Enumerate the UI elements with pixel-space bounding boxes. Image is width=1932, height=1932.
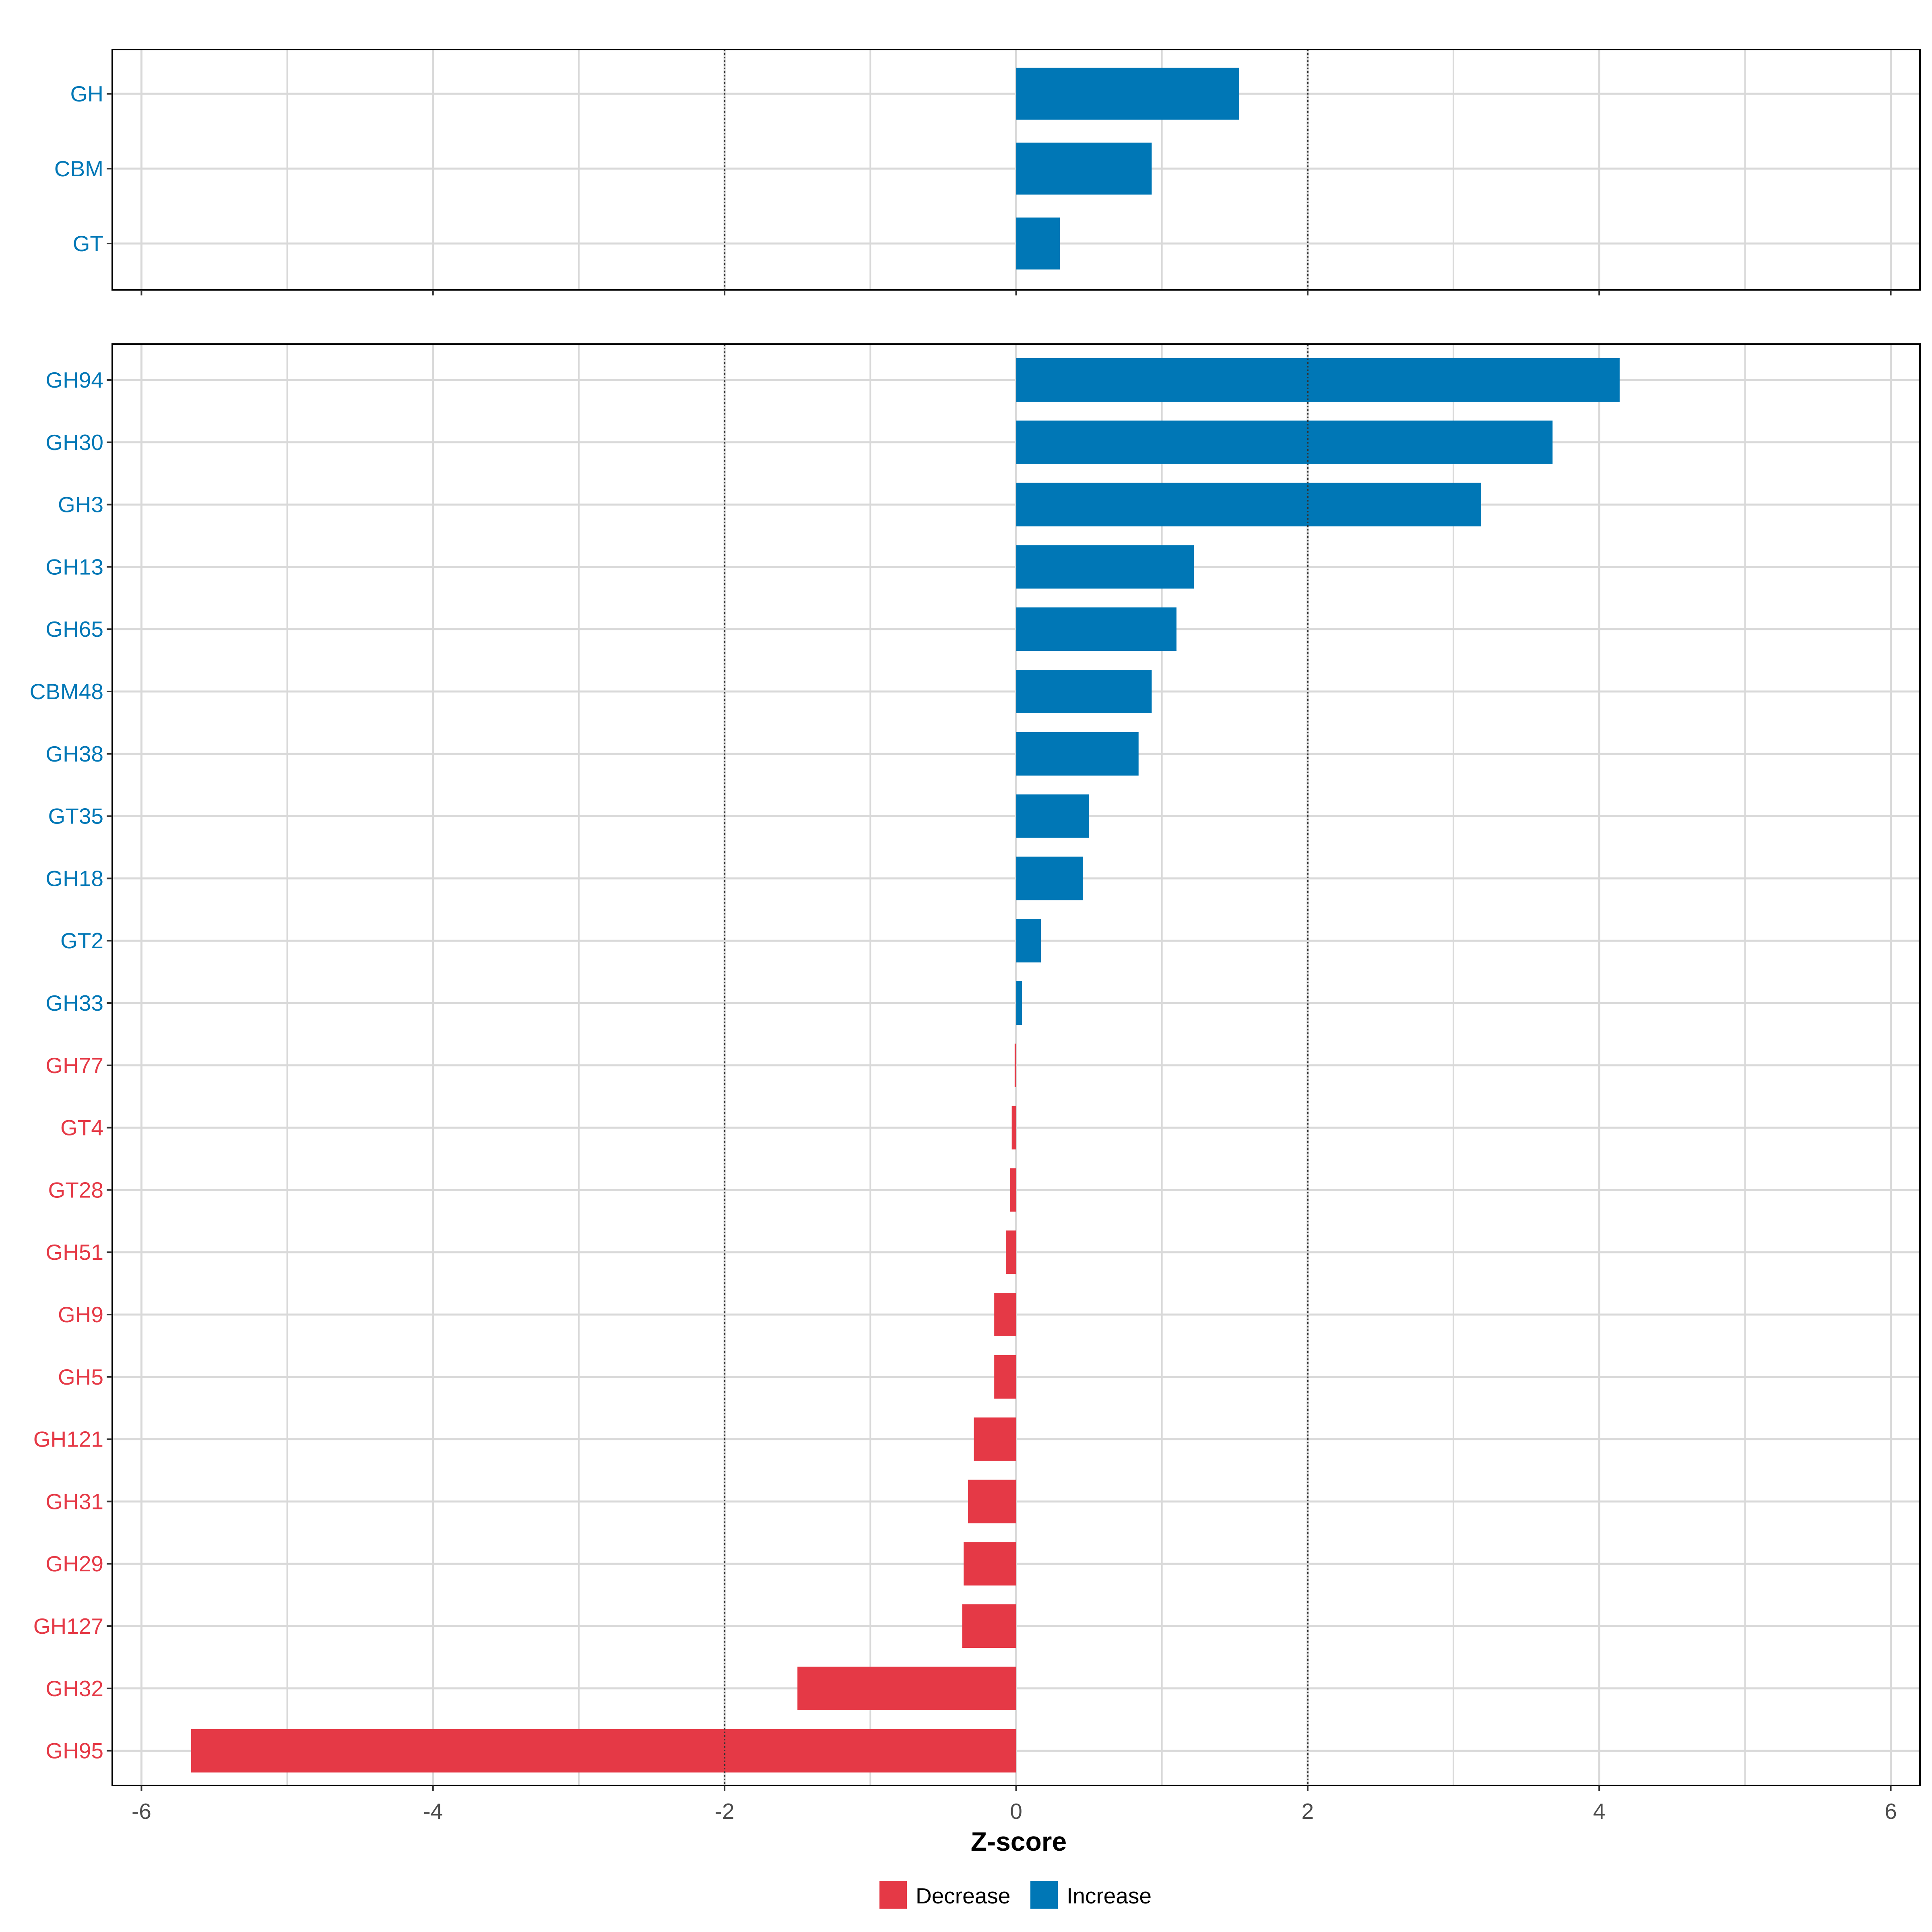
x-tick-label: 0 bbox=[1010, 1799, 1022, 1824]
x-tick-label: -6 bbox=[132, 1799, 151, 1824]
x-axis-title: Z-score bbox=[971, 1827, 1067, 1856]
y-tick-label: GH5 bbox=[58, 1364, 103, 1389]
legend: Decrease Increase bbox=[879, 1881, 1152, 1909]
y-tick-label: GT28 bbox=[48, 1177, 103, 1202]
y-tick-label: GT bbox=[73, 231, 103, 256]
bar-gt35 bbox=[1016, 794, 1089, 838]
bar-gt28 bbox=[1010, 1168, 1016, 1212]
bar-gh bbox=[1016, 68, 1239, 120]
bar-gh5 bbox=[994, 1355, 1016, 1399]
x-tick-label: 4 bbox=[1593, 1799, 1606, 1824]
x-tick-label: -2 bbox=[715, 1799, 735, 1824]
bar-cbm bbox=[1016, 142, 1152, 195]
bar-cbm48 bbox=[1016, 670, 1152, 713]
bar-gt bbox=[1016, 217, 1060, 270]
bar-gh13 bbox=[1016, 545, 1194, 589]
bar-gt4 bbox=[1011, 1106, 1016, 1150]
bar-gh29 bbox=[964, 1542, 1016, 1586]
x-tick-label: 6 bbox=[1885, 1799, 1897, 1824]
bar-gh51 bbox=[1006, 1230, 1016, 1274]
bar-gh65 bbox=[1016, 607, 1177, 651]
bar-gh127 bbox=[962, 1604, 1016, 1648]
bar-gh30 bbox=[1016, 420, 1553, 464]
bar-gh95 bbox=[191, 1729, 1016, 1773]
y-tick-label: CBM48 bbox=[30, 679, 103, 704]
legend-swatch-decrease bbox=[879, 1881, 907, 1909]
y-tick-label: GH32 bbox=[45, 1676, 103, 1701]
bar-gh18 bbox=[1016, 857, 1084, 900]
y-tick-label: GH65 bbox=[45, 617, 103, 642]
y-tick-label: GH31 bbox=[45, 1489, 103, 1514]
bar-gh121 bbox=[974, 1417, 1016, 1461]
bar-gh77 bbox=[1014, 1043, 1016, 1087]
y-tick-label: GH18 bbox=[45, 866, 103, 891]
bar-gh33 bbox=[1016, 981, 1022, 1025]
y-tick-label: GH94 bbox=[45, 367, 103, 392]
y-tick-label: GH30 bbox=[45, 430, 103, 455]
y-tick-label: GH9 bbox=[58, 1302, 103, 1327]
y-tick-label: GH3 bbox=[58, 492, 103, 517]
bar-gh31 bbox=[968, 1480, 1016, 1523]
bar-gh94 bbox=[1016, 358, 1620, 402]
legend-label-increase: Increase bbox=[1067, 1883, 1152, 1908]
y-tick-label: GH77 bbox=[45, 1053, 103, 1078]
y-tick-label: GH33 bbox=[45, 991, 103, 1016]
bar-gh3 bbox=[1016, 483, 1481, 526]
y-tick-label: GT2 bbox=[60, 928, 103, 953]
legend-label-decrease: Decrease bbox=[916, 1883, 1010, 1908]
y-tick-label: CBM bbox=[54, 156, 103, 181]
y-tick-label: GH121 bbox=[33, 1427, 103, 1452]
x-tick-label: -4 bbox=[423, 1799, 443, 1824]
bar-gt2 bbox=[1016, 919, 1041, 963]
y-tick-label: GH bbox=[70, 81, 104, 106]
y-tick-label: GH29 bbox=[45, 1551, 103, 1576]
y-tick-label: GH51 bbox=[45, 1240, 103, 1265]
bottom-panel: GH94GH30GH3GH13GH65CBM48GH38GT35GH18GT2G… bbox=[30, 343, 1921, 1824]
y-tick-label: GH13 bbox=[45, 554, 103, 579]
bar-gh9 bbox=[994, 1293, 1016, 1336]
bar-gh32 bbox=[797, 1666, 1016, 1710]
y-tick-label: GT35 bbox=[48, 804, 103, 829]
y-tick-label: GT4 bbox=[60, 1115, 103, 1140]
y-tick-label: GH127 bbox=[33, 1614, 103, 1639]
top-panel: GH CBM GT bbox=[54, 49, 1921, 295]
legend-swatch-increase bbox=[1030, 1881, 1058, 1909]
y-tick-label: GH38 bbox=[45, 741, 103, 766]
y-tick-label: GH95 bbox=[45, 1738, 103, 1763]
bar-gh38 bbox=[1016, 732, 1139, 776]
x-tick-label: 2 bbox=[1302, 1799, 1314, 1824]
